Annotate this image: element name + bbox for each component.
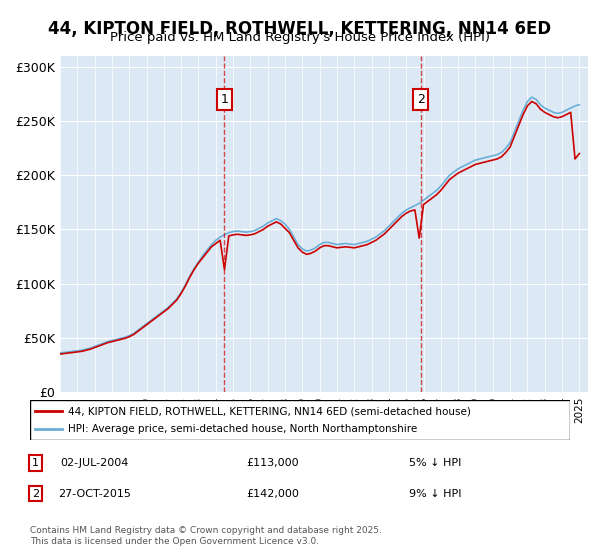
- Text: 02-JUL-2004: 02-JUL-2004: [61, 458, 129, 468]
- Text: 44, KIPTON FIELD, ROTHWELL, KETTERING, NN14 6ED: 44, KIPTON FIELD, ROTHWELL, KETTERING, N…: [49, 20, 551, 38]
- Text: Contains HM Land Registry data © Crown copyright and database right 2025.
This d: Contains HM Land Registry data © Crown c…: [30, 526, 382, 546]
- Text: 5% ↓ HPI: 5% ↓ HPI: [409, 458, 461, 468]
- Text: 44, KIPTON FIELD, ROTHWELL, KETTERING, NN14 6ED (semi-detached house): 44, KIPTON FIELD, ROTHWELL, KETTERING, N…: [68, 407, 470, 417]
- Text: 2: 2: [32, 489, 39, 499]
- Text: Price paid vs. HM Land Registry's House Price Index (HPI): Price paid vs. HM Land Registry's House …: [110, 31, 490, 44]
- Text: 2: 2: [416, 93, 425, 106]
- Text: 1: 1: [32, 458, 39, 468]
- Text: 27-OCT-2015: 27-OCT-2015: [58, 489, 131, 499]
- Text: 1: 1: [221, 93, 229, 106]
- Text: £113,000: £113,000: [247, 458, 299, 468]
- Text: HPI: Average price, semi-detached house, North Northamptonshire: HPI: Average price, semi-detached house,…: [68, 423, 417, 433]
- FancyBboxPatch shape: [30, 400, 570, 440]
- Text: 9% ↓ HPI: 9% ↓ HPI: [409, 489, 461, 499]
- Text: £142,000: £142,000: [247, 489, 299, 499]
